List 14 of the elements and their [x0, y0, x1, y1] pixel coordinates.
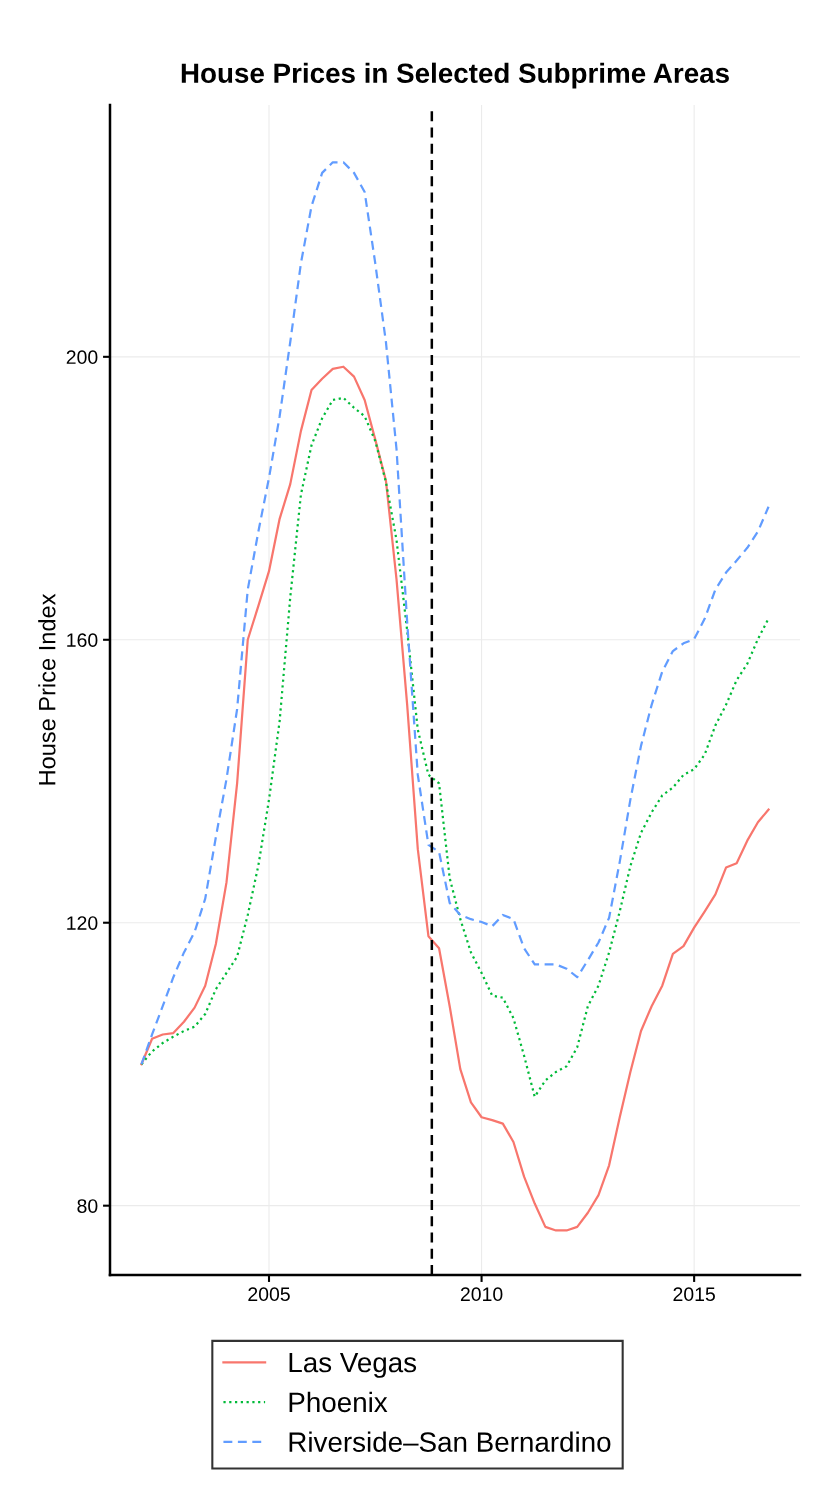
x-tick-label: 2015	[673, 1287, 715, 1302]
y-tick-label: 120	[67, 916, 98, 930]
line-series	[140, 161, 770, 1066]
legend-label: Riverside–San Bernardino	[289, 1431, 611, 1452]
y-tick-label: 200	[66, 350, 98, 365]
chart-title: House Prices in Selected Subprime Areas	[181, 62, 729, 89]
x-tick-label: 2005	[248, 1287, 290, 1302]
x-tick-label: 2010	[460, 1287, 503, 1302]
legend-label: Las Vegas	[289, 1352, 417, 1378]
y-tick-label: 80	[77, 1199, 98, 1213]
y-axis-title: House Price Index	[38, 593, 56, 785]
legend-label: Phoenix	[289, 1391, 388, 1413]
y-tick-label: 160	[67, 633, 98, 648]
line-series	[140, 365, 770, 1232]
